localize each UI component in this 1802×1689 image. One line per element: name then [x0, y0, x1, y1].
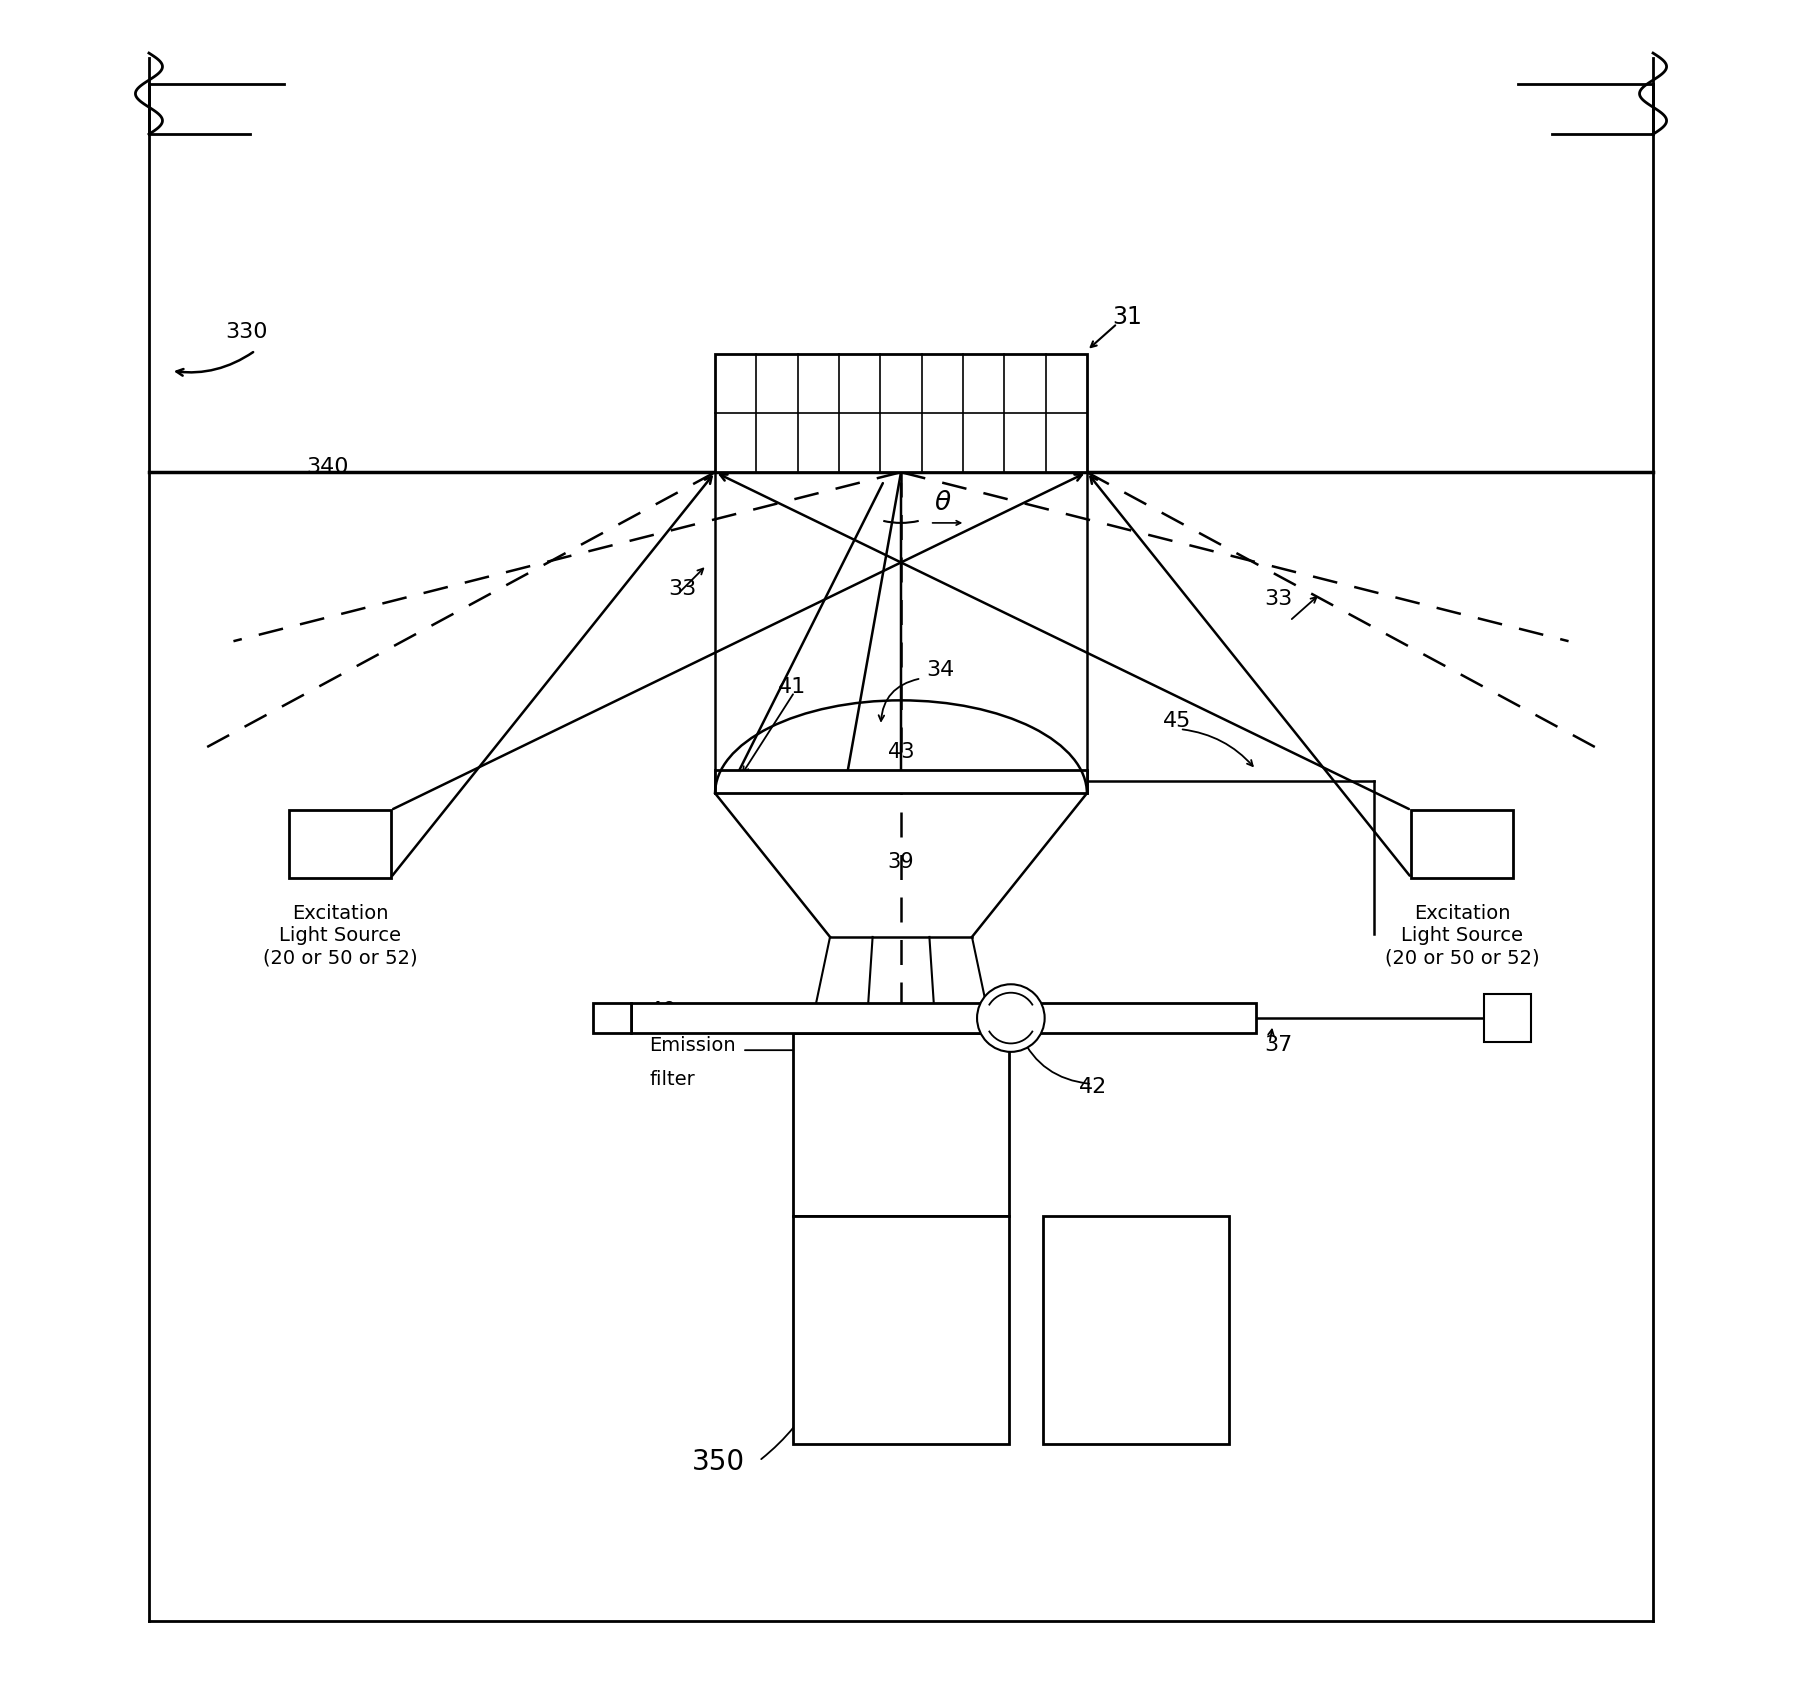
Text: 58: 58 [1204, 1235, 1233, 1253]
Text: filter: filter [649, 1069, 696, 1088]
Text: Emission: Emission [649, 1035, 735, 1054]
Text: 40: 40 [649, 1002, 678, 1020]
Bar [715, 355, 1087, 473]
Text: 34: 34 [926, 660, 955, 679]
Text: 39: 39 [888, 851, 914, 872]
Bar [631, 1003, 1256, 1034]
Bar [793, 1034, 1009, 1216]
Text: 37: 37 [1265, 1035, 1292, 1054]
Text: 340: 340 [306, 458, 348, 476]
Bar [715, 770, 1087, 794]
Bar [1043, 1216, 1229, 1444]
Text: 45: 45 [1162, 711, 1191, 730]
Bar [1411, 811, 1514, 878]
Text: Excitation
Light Source
(20 or 50 or 52): Excitation Light Source (20 or 50 or 52) [1384, 904, 1539, 966]
Text: 43: 43 [888, 741, 914, 762]
Text: 31: 31 [1112, 306, 1142, 329]
Text: 330: 330 [225, 323, 267, 341]
Bar [593, 1003, 631, 1034]
Circle shape [977, 985, 1045, 1052]
Text: 42: 42 [1078, 1078, 1106, 1096]
Bar [288, 811, 391, 878]
Text: Excitation
Light Source
(20 or 50 or 52): Excitation Light Source (20 or 50 or 52) [263, 904, 418, 966]
Text: 33: 33 [669, 579, 696, 598]
Text: 350: 350 [692, 1447, 744, 1476]
Bar [1485, 995, 1532, 1042]
Text: 33: 33 [1265, 589, 1292, 608]
Text: θ: θ [935, 490, 951, 517]
Text: 41: 41 [778, 677, 805, 696]
Bar [793, 1216, 1009, 1444]
